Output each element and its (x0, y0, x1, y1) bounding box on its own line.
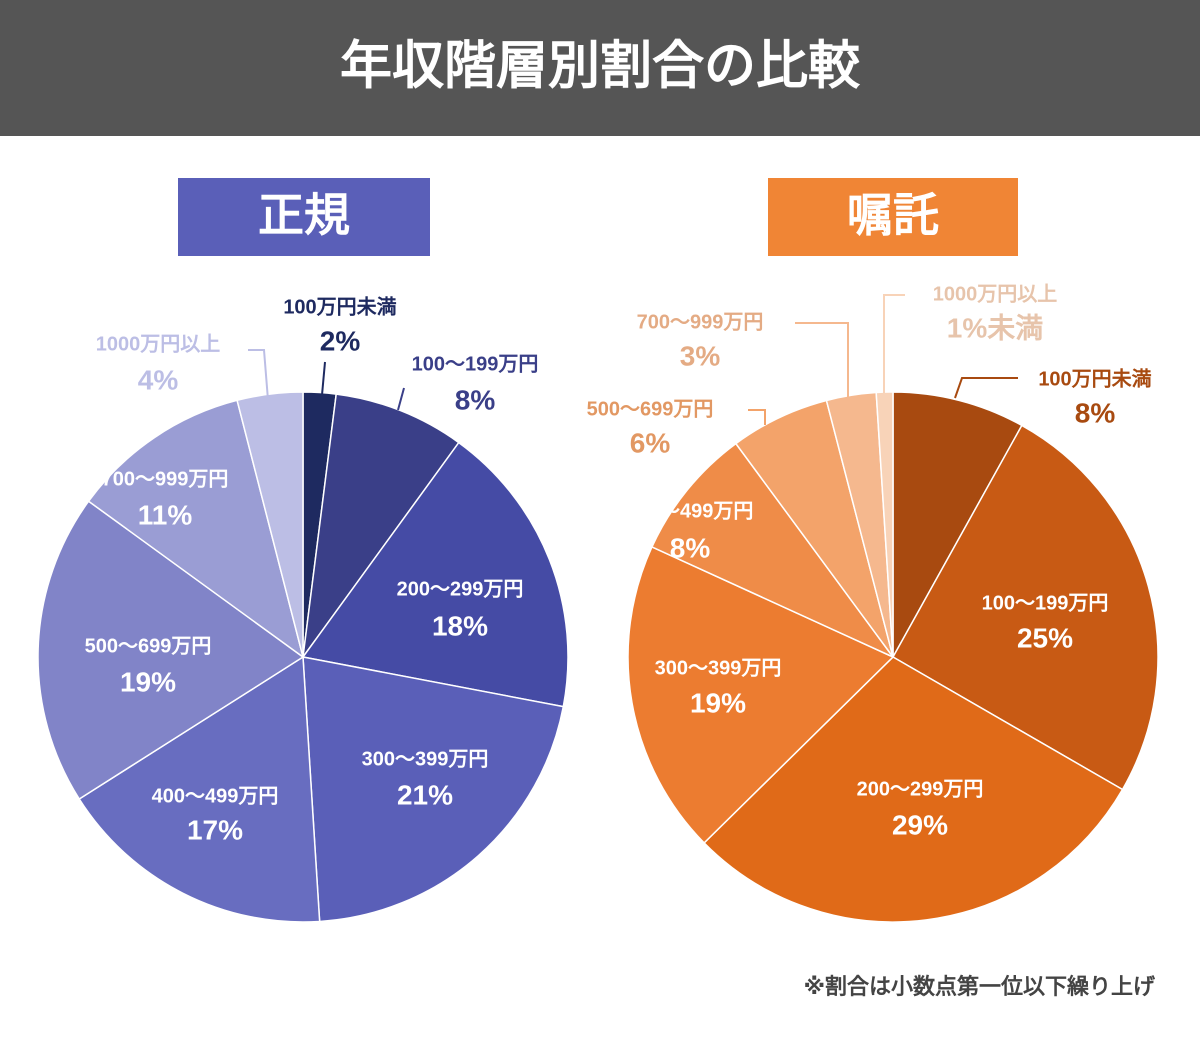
pie-slice (703, 656, 1124, 923)
pie-slice (891, 424, 1159, 791)
pie-slice (236, 391, 304, 658)
slice-category-label: 1000万円以上 (933, 282, 1058, 305)
slice-value-label: 18% (432, 610, 488, 641)
slice-category-label: 500～699万円 (85, 635, 212, 657)
pie-slice (87, 399, 305, 659)
pie-slice (627, 545, 895, 844)
pie-slice (78, 655, 321, 923)
slice-category-label: 700～999万円 (102, 468, 229, 490)
pie-slice (650, 442, 896, 659)
slice-category-label: 200～299万円 (397, 578, 524, 600)
slice-category-label: 100～199万円 (412, 353, 539, 375)
leader-line (321, 361, 326, 396)
slice-category-label: 700～999万円 (637, 311, 764, 333)
slice-value-label: 8% (455, 384, 496, 415)
pie-slice (892, 391, 1023, 660)
leader-line (748, 409, 766, 425)
slice-value-label: 4% (138, 364, 179, 395)
pie-slice (302, 393, 460, 658)
slice-value-label: 6% (630, 427, 671, 458)
slice-value-label: 8% (1075, 397, 1116, 428)
chart-title: 正規 (258, 189, 350, 241)
slice-value-label: 8% (670, 532, 711, 563)
slice-value-label: 1%未満 (947, 312, 1043, 343)
slice-value-label: 2% (320, 325, 361, 356)
slice-category-label: 1000万円以上 (96, 332, 221, 355)
slice-category-label: 300～399万円 (362, 748, 489, 770)
footnote: ※割合は小数点第一位以下繰り上げ (804, 974, 1156, 999)
slice-value-label: 3% (680, 340, 721, 371)
slice-value-label: 25% (1017, 622, 1073, 653)
leader-line (883, 294, 905, 394)
slice-value-label: 21% (397, 779, 453, 810)
slice-value-label: 11% (138, 499, 193, 530)
slice-value-label: 19% (120, 666, 176, 697)
leader-line (248, 349, 269, 401)
slice-value-label: 19% (690, 687, 746, 718)
chart-title-box (768, 178, 1018, 256)
slice-category-label: 100万円未満 (1038, 367, 1151, 390)
leader-line (397, 387, 405, 411)
pie-slice (301, 441, 569, 708)
pie-slice (37, 500, 305, 801)
slice-category-label: 400～499万円 (152, 785, 279, 807)
slice-value-label: 17% (187, 814, 243, 845)
header-bar (0, 0, 1200, 136)
chart-title: 嘱託 (847, 189, 939, 241)
slice-category-label: 100～199万円 (982, 592, 1109, 614)
slice-category-label: 100万円未満 (283, 295, 396, 318)
leader-line (954, 377, 1018, 399)
leader-line (795, 322, 849, 398)
chart-title-box (178, 178, 430, 256)
slice-value-label: 29% (892, 809, 948, 840)
slice-category-label: 400～499万円 (627, 500, 754, 522)
pie-slice (302, 656, 565, 923)
page-title: 年収階層別割合の比較 (340, 38, 861, 96)
slice-category-label: 300～399万円 (655, 657, 782, 679)
slice-category-label: 500～699万円 (587, 398, 714, 420)
slice-category-label: 200～299万円 (857, 778, 984, 800)
